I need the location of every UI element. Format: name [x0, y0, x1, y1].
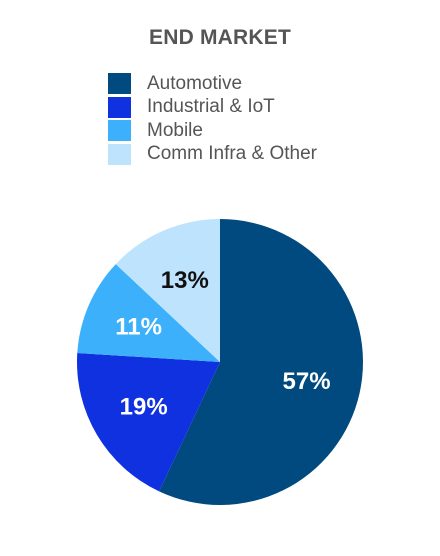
- legend-item-industrial-iot: Industrial & IoT: [108, 96, 317, 120]
- pie-slice-industrial-iot: [77, 353, 221, 492]
- pie-slice-mobile: [77, 264, 220, 362]
- data-label-automotive: 57%: [283, 368, 331, 395]
- pie-slice-comm-infra-other: [115, 219, 220, 362]
- legend-item-automotive: Automotive: [108, 72, 317, 96]
- legend: Automotive Industrial & IoT Mobile Comm …: [108, 72, 317, 166]
- legend-label-industrial-iot: Industrial & IoT: [147, 96, 275, 118]
- legend-swatch-industrial-iot: [108, 96, 131, 118]
- data-label-mobile: 11%: [115, 313, 162, 340]
- legend-swatch-automotive: [108, 73, 131, 95]
- legend-swatch-comm-infra-other: [108, 143, 131, 165]
- legend-swatch-mobile: [108, 120, 131, 142]
- legend-label-comm-infra-other: Comm Infra & Other: [147, 143, 317, 165]
- legend-label-mobile: Mobile: [147, 119, 203, 141]
- legend-label-automotive: Automotive: [147, 72, 243, 94]
- legend-item-comm-infra-other: Comm Infra & Other: [108, 143, 317, 167]
- data-label-comm-infra-other: 13%: [161, 267, 209, 294]
- chart-title: END MARKET: [149, 26, 291, 49]
- pie-slice-automotive: [159, 219, 363, 505]
- legend-item-mobile: Mobile: [108, 119, 317, 143]
- data-label-industrial-iot: 19%: [120, 394, 168, 421]
